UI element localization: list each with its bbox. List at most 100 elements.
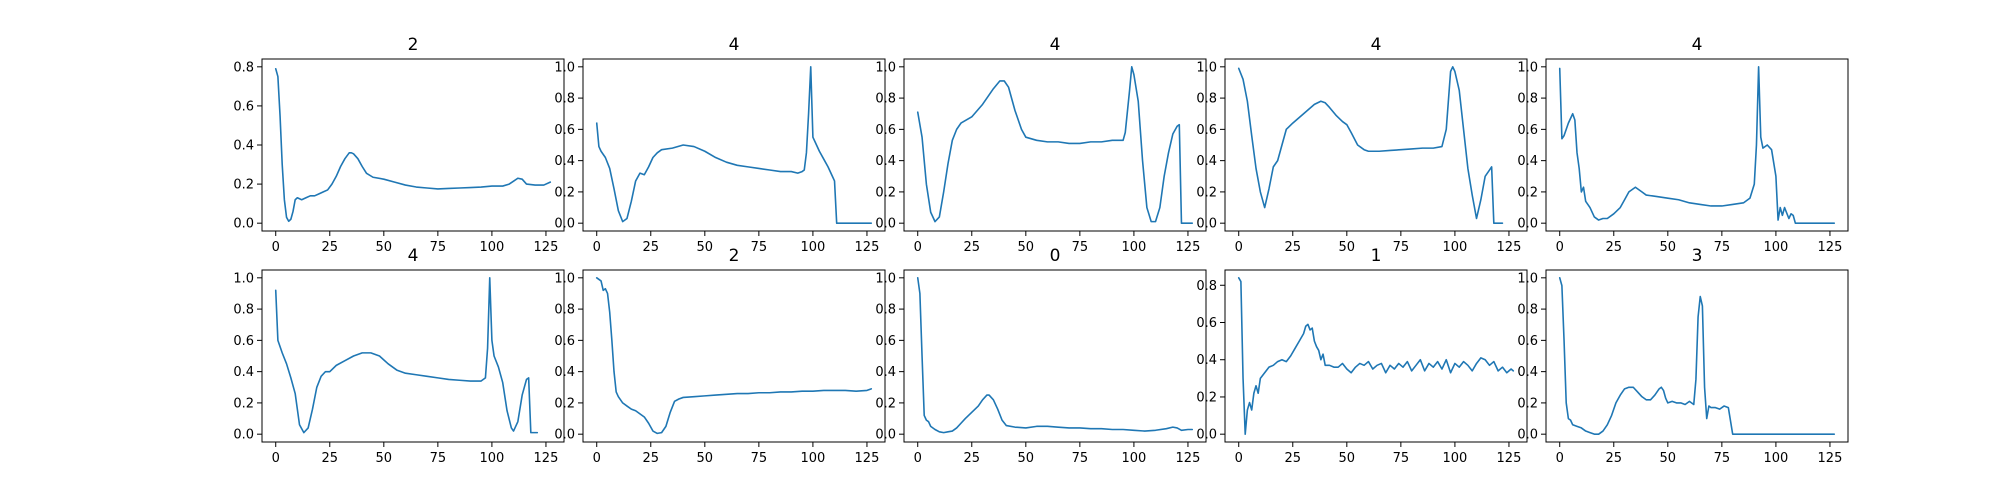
subplot-10: 3 0 25 50 75 100 125 0.0 0.2 0.4 0.6 0.8 1.0	[1517, 246, 1849, 466]
x-tick-label: 75	[751, 240, 768, 255]
x-tick-label: 125	[1176, 451, 1201, 466]
y-tick-label: 0.4	[1517, 154, 1538, 169]
y-tick-label: 1.0	[875, 271, 896, 286]
y-tick-label: 0.4	[233, 139, 254, 154]
x-tick-label: 125	[1497, 451, 1522, 466]
x-tick-label: 75	[1393, 240, 1410, 255]
subplot-3: 4 0 25 50 75 100 125 0.0 0.2 0.4 0.6 0.8 1.0	[875, 35, 1207, 255]
x-tick-label: 0	[1235, 240, 1243, 255]
y-tick-label: 0.4	[1517, 365, 1538, 380]
y-tick-label: 0.8	[233, 60, 254, 75]
axes-frame	[582, 58, 886, 232]
subplot-title: 4	[408, 246, 419, 266]
y-tick-label: 0.6	[554, 334, 575, 349]
x-tick-label: 125	[855, 240, 880, 255]
y-tick-label: 0.0	[233, 428, 254, 443]
x-tick-label: 25	[1605, 451, 1622, 466]
x-tick-label: 75	[751, 451, 768, 466]
y-tick-label: 0.2	[1517, 396, 1538, 411]
subplot-title: 2	[408, 35, 419, 55]
y-tick-label: 0.6	[233, 99, 254, 114]
y-tick-label: 1.0	[554, 271, 575, 286]
axes-frame	[1545, 269, 1849, 443]
series-line-1	[595, 66, 873, 224]
x-tick-label: 125	[1818, 240, 1843, 255]
y-tick-label: 0.0	[875, 428, 896, 443]
x-tick-label: 25	[963, 451, 980, 466]
y-tick-label: 0.0	[554, 428, 575, 443]
x-tick-label: 75	[1714, 240, 1731, 255]
y-tick-label: 0.8	[1517, 92, 1538, 107]
x-tick-label: 100	[1763, 240, 1788, 255]
y-tick-label: 0.0	[1196, 217, 1217, 232]
y-tick-label: 0.4	[554, 154, 575, 169]
y-tick-label: 1.0	[875, 60, 896, 75]
x-tick-label: 100	[1763, 451, 1788, 466]
y-tick-label: 1.0	[233, 271, 254, 286]
x-tick-label: 0	[914, 451, 922, 466]
x-tick-label: 50	[1660, 240, 1677, 255]
x-tick-label: 100	[800, 451, 825, 466]
x-tick-label: 50	[376, 240, 393, 255]
x-tick-label: 100	[1121, 240, 1146, 255]
x-tick-label: 50	[697, 240, 714, 255]
subplot-title: 2	[729, 246, 740, 266]
y-tick-label: 1.0	[1517, 60, 1538, 75]
subplot-title: 4	[729, 35, 740, 55]
y-tick-label: 0.0	[1196, 428, 1217, 443]
subplot-6: 4 0 25 50 75 100 125 0.0 0.2 0.4 0.6 0.8 1.0	[233, 246, 565, 466]
x-tick-label: 0	[1556, 451, 1564, 466]
x-tick-label: 25	[1284, 240, 1301, 255]
x-tick-label: 100	[1442, 240, 1467, 255]
y-tick-label: 0.8	[1196, 92, 1217, 107]
axes-frame	[582, 269, 886, 443]
x-tick-label: 125	[1818, 451, 1843, 466]
y-tick-label: 0.0	[233, 217, 254, 232]
y-tick-label: 0.8	[1517, 303, 1538, 318]
subplot-title: 4	[1371, 35, 1382, 55]
axes-frame	[903, 58, 1207, 232]
axes-frame	[1224, 58, 1528, 232]
y-tick-label: 0.8	[554, 303, 575, 318]
y-tick-label: 0.2	[554, 185, 575, 200]
x-tick-label: 50	[1018, 240, 1035, 255]
y-tick-label: 0.2	[1196, 185, 1217, 200]
x-tick-label: 25	[642, 451, 659, 466]
x-tick-label: 75	[430, 451, 447, 466]
y-tick-label: 0.2	[554, 396, 575, 411]
axes-frame	[1545, 58, 1849, 232]
axes-frame	[1224, 269, 1528, 443]
subplot-5: 4 0 25 50 75 100 125 0.0 0.2 0.4 0.6 0.8 1.0	[1517, 35, 1849, 255]
y-tick-label: 0.8	[875, 92, 896, 107]
y-tick-label: 0.0	[1517, 217, 1538, 232]
y-tick-label: 0.6	[1517, 334, 1538, 349]
x-tick-label: 50	[1660, 451, 1677, 466]
subplot-title: 1	[1371, 246, 1382, 266]
y-tick-label: 0.4	[554, 365, 575, 380]
x-tick-label: 0	[272, 451, 280, 466]
subplot-4: 4 0 25 50 75 100 125 0.0 0.2 0.4 0.6 0.8 1.0	[1196, 35, 1528, 255]
x-tick-label: 50	[376, 451, 393, 466]
x-tick-label: 0	[914, 240, 922, 255]
series-line-1	[274, 67, 552, 223]
x-tick-label: 0	[1556, 240, 1564, 255]
x-tick-label: 0	[593, 240, 601, 255]
x-tick-label: 25	[1605, 240, 1622, 255]
y-tick-label: 0.2	[1517, 185, 1538, 200]
x-tick-label: 125	[855, 451, 880, 466]
x-tick-label: 125	[534, 240, 559, 255]
x-tick-label: 25	[1284, 451, 1301, 466]
y-tick-label: 0.2	[1196, 390, 1217, 405]
y-tick-label: 0.6	[1196, 316, 1217, 331]
x-tick-label: 50	[697, 451, 714, 466]
y-tick-label: 0.6	[1517, 123, 1538, 138]
y-tick-label: 0.6	[875, 334, 896, 349]
subplot-9: 1 0 25 50 75 100 125 0.0 0.2 0.4 0.6 0.8	[1196, 246, 1528, 466]
y-tick-label: 0.6	[233, 334, 254, 349]
x-tick-label: 75	[1072, 451, 1089, 466]
series-line-1	[1237, 277, 1515, 435]
subplot-title: 3	[1692, 246, 1703, 266]
y-tick-label: 0.0	[1517, 428, 1538, 443]
x-tick-label: 0	[272, 240, 280, 255]
